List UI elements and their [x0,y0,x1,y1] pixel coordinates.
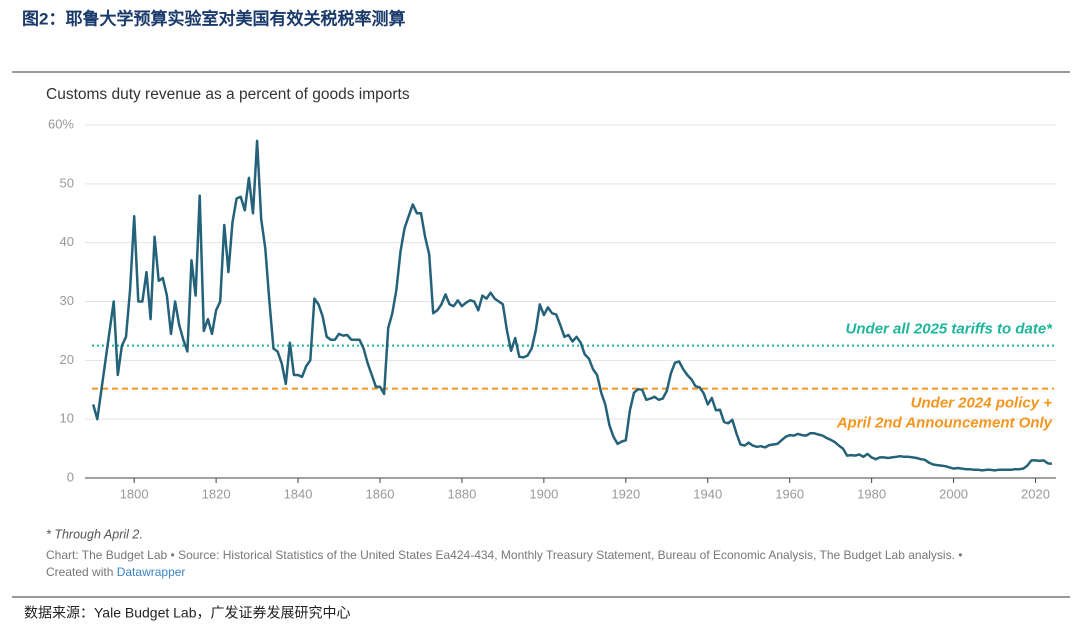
x-tick-label: 1960 [775,486,804,501]
figure-title: 图2：耶鲁大学预算实验室对美国有效关税税率测算 [22,8,405,28]
y-tick-label: 40 [60,234,74,249]
chart-title: Customs duty revenue as a percent of goo… [46,86,410,103]
series-line [91,139,1053,472]
credit-link[interactable]: Datawrapper [117,565,186,579]
note: * Through April 2. [46,527,143,541]
x-tick-label: 1900 [529,486,558,501]
footer-source: 数据来源：Yale Budget Lab，广发证券发展研究中心 [24,605,351,621]
x-tick-label: 1920 [611,486,640,501]
x-tick-label: 1840 [284,486,313,501]
x-tick-label: 2020 [1021,486,1050,501]
x-tick-label: 1820 [202,486,231,501]
x-tick-label: 1980 [857,486,886,501]
y-tick-label: 50 [60,175,74,190]
reference-label: April 2nd Announcement Only [836,415,1053,432]
y-tick-label: 20 [60,352,74,367]
y-tick-label: 60% [48,116,74,131]
x-tick-label: 1940 [693,486,722,501]
x-tick-label: 1800 [120,486,149,501]
x-tick-label: 1860 [366,486,395,501]
credit: Created with Datawrapper [46,565,185,579]
reference-label: Under 2024 policy + [911,395,1053,412]
source: Chart: The Budget Lab • Source: Historic… [46,548,962,562]
reference-label: Under all 2025 tariffs to date* [846,321,1054,338]
y-tick-label: 0 [67,469,74,484]
y-tick-label: 10 [60,411,74,426]
credit-text: Created with [46,565,113,579]
x-tick-label: 1880 [447,486,476,501]
y-tick-label: 30 [60,293,74,308]
x-tick-label: 2000 [939,486,968,501]
